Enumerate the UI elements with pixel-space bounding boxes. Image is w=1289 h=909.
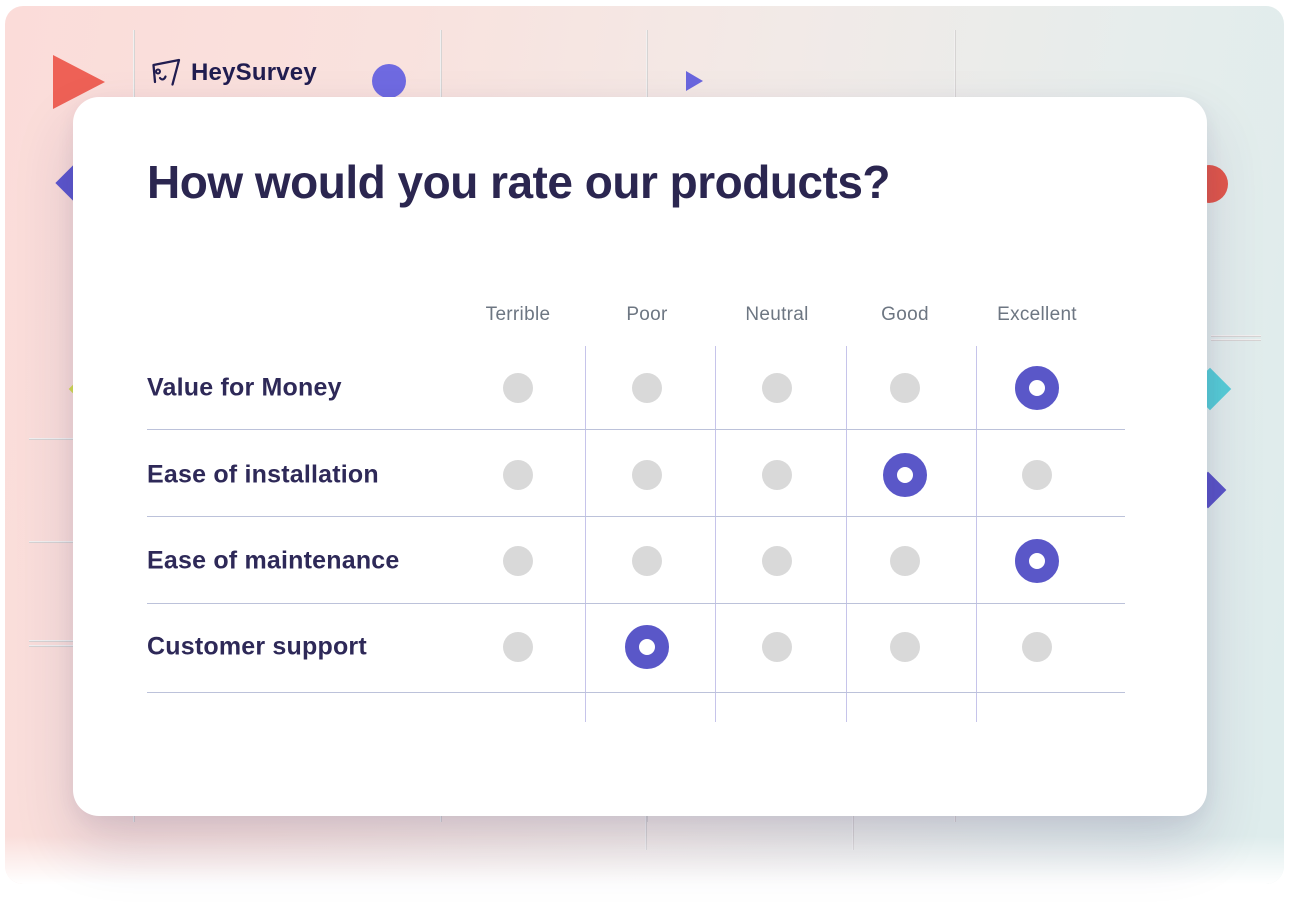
radio-customer-support-neutral[interactable] <box>762 632 792 662</box>
matrix-column-divider <box>715 346 716 722</box>
survey-card: How would you rate our products? Terribl… <box>73 97 1207 816</box>
column-header-good: Good <box>881 304 929 325</box>
radio-value-for-money-poor[interactable] <box>632 373 662 403</box>
radio-ease-of-maintenance-neutral[interactable] <box>762 546 792 576</box>
column-header-excellent: Excellent <box>997 304 1077 325</box>
radio-ease-of-installation-poor[interactable] <box>632 460 662 490</box>
radio-customer-support-poor[interactable] <box>625 625 669 669</box>
radio-ease-of-installation-neutral[interactable] <box>762 460 792 490</box>
bg-column-line <box>852 816 854 850</box>
row-label-ease-of-maintenance: Ease of maintenance <box>147 546 400 575</box>
bg-row-line <box>1211 339 1261 341</box>
column-header-poor: Poor <box>626 304 668 325</box>
matrix-row-divider <box>147 429 1125 430</box>
radio-value-for-money-terrible[interactable] <box>503 373 533 403</box>
radio-ease-of-maintenance-poor[interactable] <box>632 546 662 576</box>
radio-ease-of-installation-good[interactable] <box>883 453 927 497</box>
survey-question-title: How would you rate our products? <box>147 156 891 208</box>
brand-name: HeySurvey <box>191 59 317 86</box>
bg-row-line <box>29 438 81 440</box>
radio-ease-of-maintenance-good[interactable] <box>890 546 920 576</box>
radio-ease-of-installation-excellent[interactable] <box>1022 460 1052 490</box>
radio-ease-of-installation-terrible[interactable] <box>503 460 533 490</box>
radio-value-for-money-neutral[interactable] <box>762 373 792 403</box>
purple-triangle-decoration <box>686 71 703 91</box>
row-label-value-for-money: Value for Money <box>147 373 342 402</box>
matrix-row-divider <box>147 603 1125 604</box>
radio-customer-support-terrible[interactable] <box>503 632 533 662</box>
radio-ease-of-maintenance-excellent[interactable] <box>1015 539 1059 583</box>
matrix-row-divider <box>147 692 1125 693</box>
matrix-column-divider <box>846 346 847 722</box>
row-label-ease-of-installation: Ease of installation <box>147 460 379 489</box>
radio-value-for-money-excellent[interactable] <box>1015 366 1059 410</box>
bg-column-line <box>645 816 647 850</box>
brand-logo[interactable]: HeySurvey <box>150 57 317 89</box>
matrix-row-divider <box>147 516 1125 517</box>
bg-row-line <box>29 541 81 543</box>
radio-value-for-money-good[interactable] <box>890 373 920 403</box>
purple-circle-decoration <box>372 64 406 98</box>
bg-row-line <box>1211 335 1261 337</box>
row-label-customer-support: Customer support <box>147 632 367 661</box>
bg-row-line <box>29 645 81 647</box>
bottom-fade <box>5 836 1284 884</box>
column-header-neutral: Neutral <box>745 304 809 325</box>
radio-customer-support-good[interactable] <box>890 632 920 662</box>
matrix-column-divider <box>976 346 977 722</box>
heysurvey-face-icon <box>150 57 182 89</box>
radio-customer-support-excellent[interactable] <box>1022 632 1052 662</box>
bg-row-line <box>29 640 81 642</box>
matrix-column-divider <box>585 346 586 722</box>
radio-ease-of-maintenance-terrible[interactable] <box>503 546 533 576</box>
column-header-terrible: Terrible <box>485 304 551 325</box>
